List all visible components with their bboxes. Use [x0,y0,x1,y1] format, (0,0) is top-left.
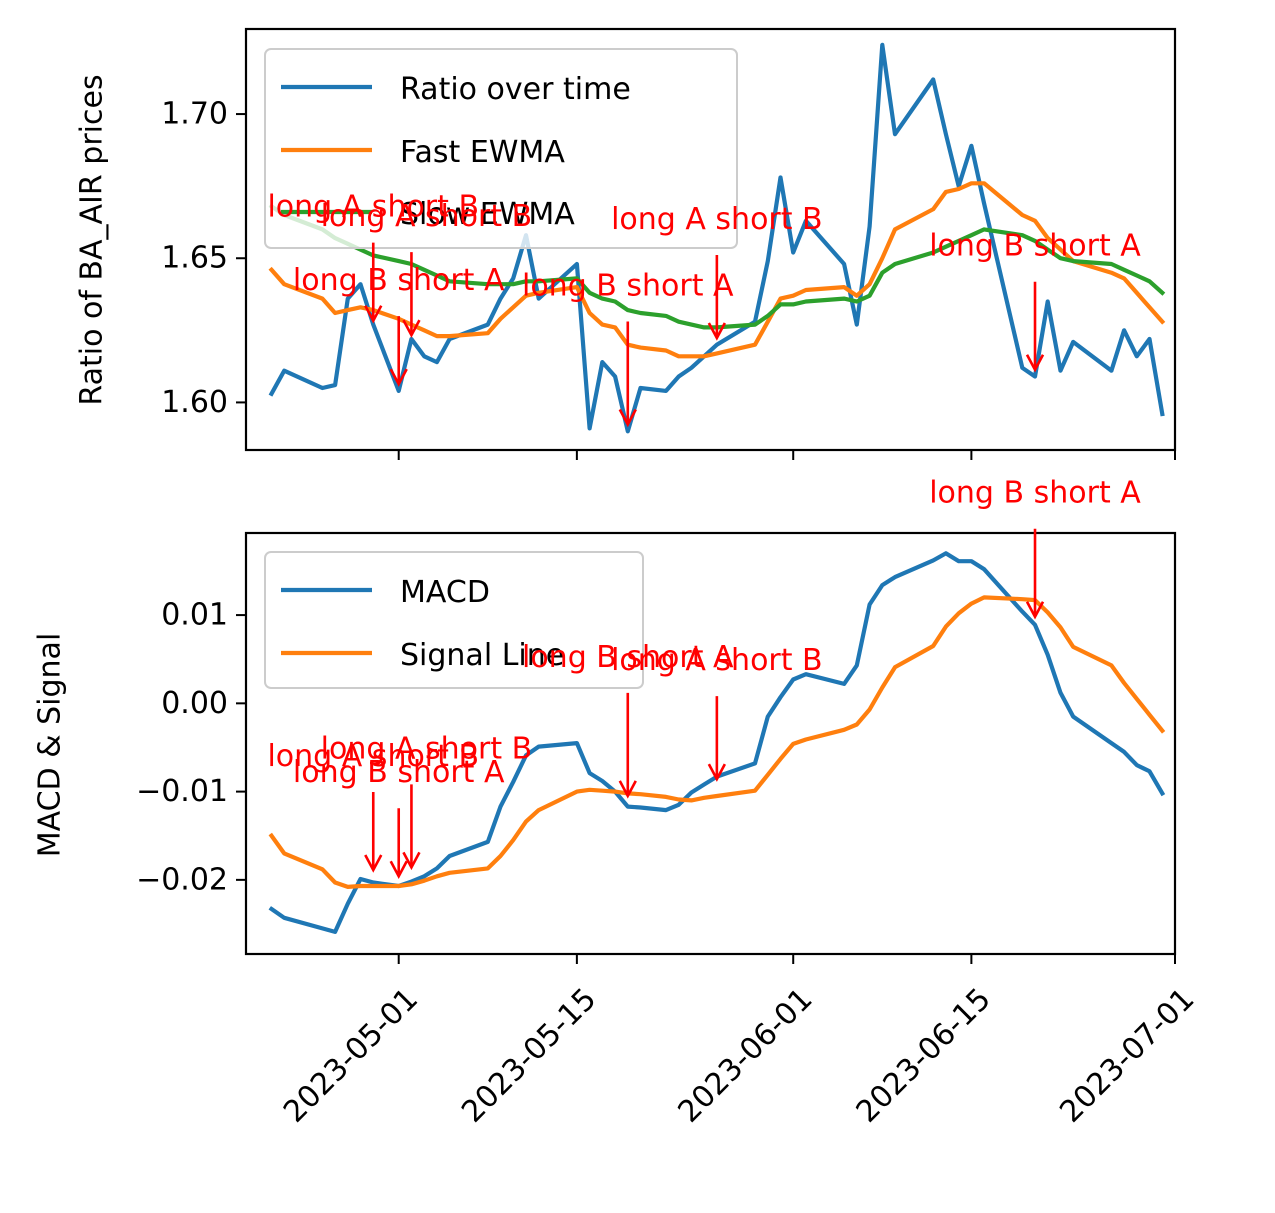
bottom-annotation-label: long B short A [293,755,505,790]
top-annotation-label: long B short A [522,268,734,303]
bottom-y-tick-label: −0.02 [136,862,228,897]
top-x-ticks [397,450,1176,460]
bottom-annotation-label: long A short B [321,731,533,766]
top-series-line-2 [268,203,1166,330]
top-annotation-arrow-head [707,322,727,341]
bottom-y-axis-title: MACD & Signal [33,633,68,858]
bottom-series-line-1 [268,595,1166,890]
bottom-y-tick-label: −0.01 [136,774,228,809]
bottom-annotation-arrow-head [402,851,421,871]
legend-label-signal: Signal Line [400,638,564,673]
top-annotations: long A short B long B short A long A short… [267,190,1141,428]
top-y-tick-label: 1.65 [161,241,228,276]
top-annotation-label: long A short B [321,199,533,234]
bottom-y-tick-label: 0.01 [161,598,228,633]
top-annotation-arrow-head [618,408,637,428]
top-y-ticks: 1.60 1.65 1.70 [161,97,246,420]
bottom-annotation-label: long A short B [611,643,823,678]
top-annotation-arrow-head [402,319,421,338]
bottom-annotation-arrow-head [389,860,408,879]
top-annotation-arrow-head [389,368,408,387]
top-annotation-label: long A short B [267,190,479,225]
bottom-y-tick-label: 0.00 [161,686,228,721]
top-series-line-1 [268,181,1166,359]
top-annotation-label: long B short A [929,229,1141,264]
bottom-annotation-arrow-head [364,854,383,873]
bottom-annotation-arrow-head [618,780,637,799]
top-annotation-label: long A short B [611,202,823,237]
top-annotation-arrow-head [364,305,383,324]
bottom-annotation-label: long B short A [522,640,734,675]
bottom-annotation-arrow-head [1025,601,1045,620]
bottom-legend: MACD Signal Line [264,551,644,689]
top-y-axis-title: Ratio of BA_AIR prices [75,74,110,405]
bottom-annotation-label: long A short B [267,739,479,774]
top-series-lines [268,42,1166,434]
top-legend-box [264,48,738,249]
legend-label-ratio: Ratio over time [400,72,631,107]
top-subplot: 1.60 1.65 1.70 Ratio of BA_AIR prices Rati… [75,27,1177,460]
legend-label-macd: MACD [400,575,490,610]
legend-label-fast-ewma: Fast EWMA [400,135,565,170]
bottom-series-line-0 [268,551,1166,935]
top-legend: Ratio over time Fast EWMA Slow EWMA [264,48,738,249]
top-y-tick-label: 1.70 [161,97,228,132]
bottom-series-lines [268,551,1166,935]
top-y-tick-label: 1.60 [161,385,228,420]
top-annotation-label: long B short A [293,263,505,298]
bottom-plot-frame [244,531,1177,956]
top-annotation-arrow-head [1025,354,1045,373]
top-plot-frame [244,27,1177,452]
bottom-annotation-label: long B short A [929,476,1141,511]
bottom-annotation-arrow-head [707,763,727,782]
legend-label-slow-ewma: Slow EWMA [400,197,575,232]
bottom-y-ticks: −0.02 −0.01 0.00 0.01 [136,598,246,897]
